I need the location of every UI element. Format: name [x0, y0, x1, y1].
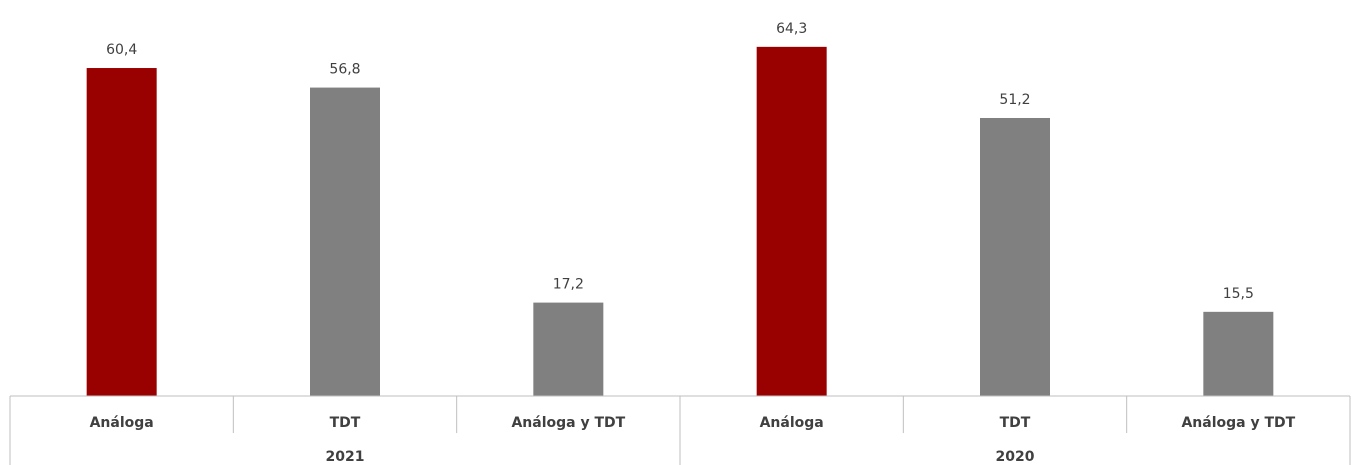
bar-2021-0	[86, 68, 157, 396]
group-label-2021: 2021	[326, 449, 365, 465]
bar-2020-2	[1203, 311, 1274, 396]
category-label-2021-1: TDT	[330, 415, 361, 431]
bar-2021-2	[533, 302, 604, 396]
category-label-2021-2: Análoga y TDT	[511, 415, 625, 431]
data-label-2020-0: 64,3	[776, 21, 807, 37]
data-label-2021-1: 56,8	[329, 62, 360, 78]
data-label-2020-2: 15,5	[1223, 286, 1254, 302]
category-label-2020-0: Análoga	[760, 415, 824, 431]
group-label-2020: 2020	[996, 449, 1035, 465]
bar-2020-0	[756, 46, 827, 396]
category-axis: Análoga TDT Análoga y TDT 2021 Análoga TDT Aná…	[9, 395, 1351, 465]
category-label-2020-2: Análoga y TDT	[1181, 415, 1295, 431]
bars-layer	[86, 46, 1274, 397]
bar-2020-1	[980, 117, 1050, 396]
labels-layer: 60,4 56,8 17,2 64,3 51,2 15,5	[106, 21, 1254, 302]
data-label-2021-2: 17,2	[553, 277, 584, 293]
category-label-2020-1: TDT	[1000, 415, 1031, 431]
bar-2021-1	[310, 87, 380, 397]
data-label-2021-0: 60,4	[106, 42, 137, 58]
data-label-2020-1: 51,2	[999, 92, 1030, 108]
category-label-2021-0: Análoga	[90, 415, 154, 431]
